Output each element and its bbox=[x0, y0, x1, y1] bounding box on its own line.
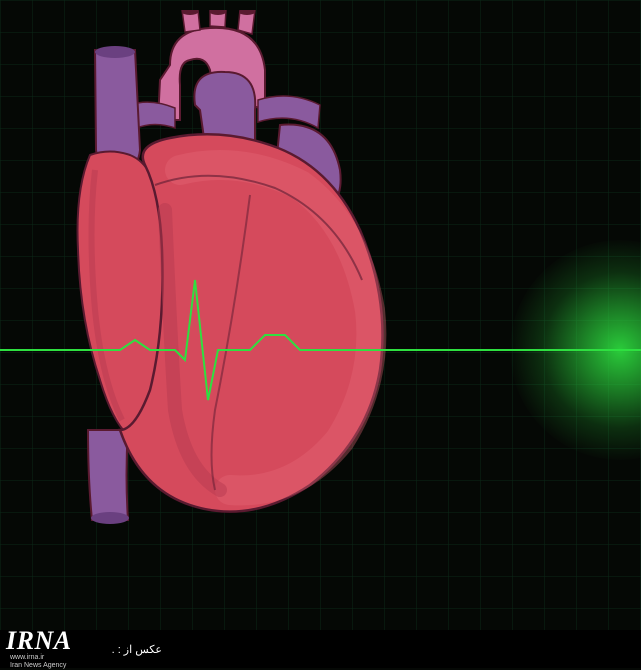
ecg-trace bbox=[0, 0, 641, 668]
logo-text: IRNA bbox=[6, 628, 72, 654]
logo-block: IRNA www.irna.ir Iran News Agency bbox=[6, 628, 72, 669]
photo-credit: عکس از : . bbox=[112, 643, 162, 656]
logo-subtext: www.irna.ir Iran News Agency bbox=[10, 654, 72, 669]
footer-bar: IRNA www.irna.ir Iran News Agency عکس از… bbox=[0, 630, 641, 668]
